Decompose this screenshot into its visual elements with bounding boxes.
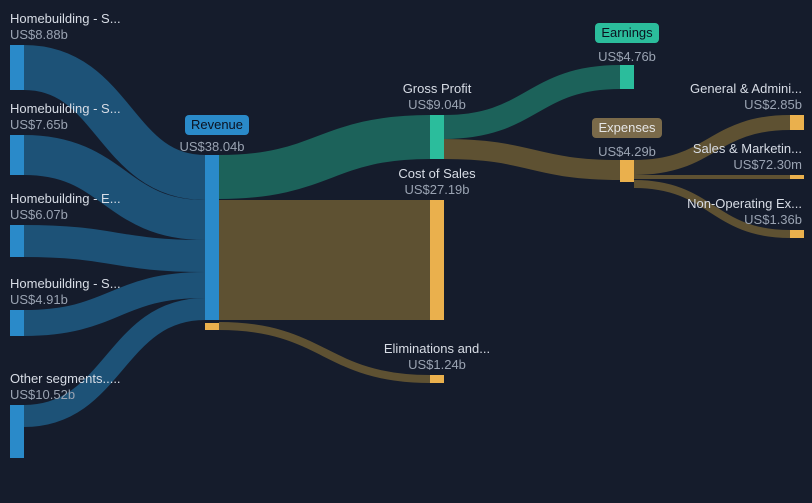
node-label: Eliminations and... [384,341,490,356]
node-label: Other segments..... [10,371,121,386]
node-label: General & Admini... [690,81,802,96]
expenses-pill-label: Expenses [598,120,656,135]
node-value: US$6.07b [10,207,68,222]
node-value: US$8.88b [10,27,68,42]
sankey-node-elim [430,375,444,383]
sankey-node-earnings [620,65,634,89]
node-label: Homebuilding - E... [10,191,121,206]
sankey-node-src5 [10,405,24,458]
node-label: Homebuilding - S... [10,101,121,116]
node-label: Sales & Marketin... [693,141,802,156]
sankey-node-elim_out [205,323,219,330]
node-value: US$4.91b [10,292,68,307]
node-value: US$9.04b [408,97,466,112]
node-label: Non-Operating Ex... [687,196,802,211]
node-value: US$4.76b [598,49,656,64]
node-label: Cost of Sales [398,166,476,181]
sankey-node-src4 [10,310,24,336]
node-label: Homebuilding - S... [10,276,121,291]
sankey-diagram: Homebuilding - S...US$8.88bHomebuilding … [0,0,812,503]
sankey-node-nop [790,230,804,238]
sankey-node-expenses [620,160,634,182]
sankey-node-src1 [10,45,24,90]
node-value: US$38.04b [179,139,244,154]
node-value: US$4.29b [598,144,656,159]
node-value: US$7.65b [10,117,68,132]
revenue-pill-label: Revenue [191,117,243,132]
sankey-node-cost [430,200,444,320]
sankey-link [24,241,205,256]
node-label: Homebuilding - S... [10,11,121,26]
node-value: US$27.19b [404,182,469,197]
sankey-node-gross [430,115,444,159]
node-label: Gross Profit [403,81,472,96]
sankey-node-src3 [10,225,24,257]
node-value: US$1.36b [744,212,802,227]
node-value: US$72.30m [733,157,802,172]
earnings-pill-label: Earnings [601,25,653,40]
node-value: US$2.85b [744,97,802,112]
sankey-node-sm [790,175,804,179]
sankey-node-src2 [10,135,24,175]
node-value: US$10.52b [10,387,75,402]
node-value: US$1.24b [408,357,466,372]
sankey-node-revenue [205,155,219,320]
sankey-node-ga [790,115,804,130]
